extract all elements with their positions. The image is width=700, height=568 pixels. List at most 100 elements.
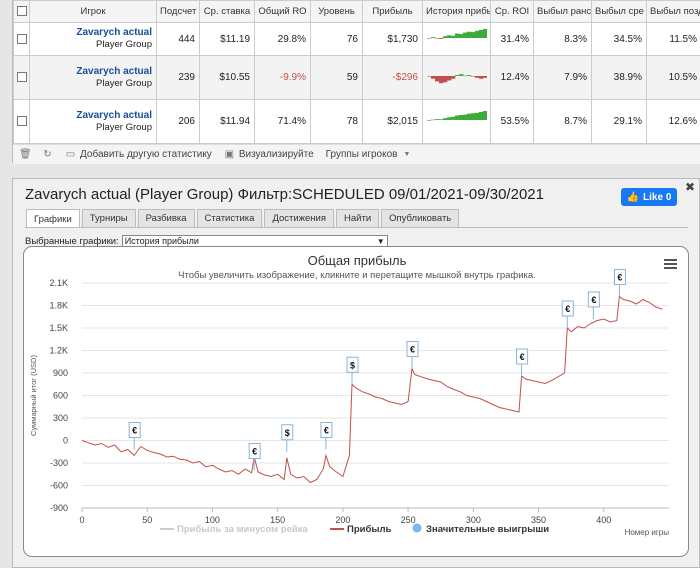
- table-row[interactable]: Zavarych actual Player Group 444 $11.19 2…: [13, 22, 700, 56]
- avg-roi-cell: 53.5%: [490, 99, 534, 144]
- row-checkbox[interactable]: [13, 22, 30, 56]
- late-out-cell: 12.6%: [646, 99, 700, 144]
- big-win-flag[interactable]: $: [281, 424, 294, 452]
- big-win-symbol: $: [350, 360, 355, 370]
- menu-icon[interactable]: [664, 259, 677, 269]
- player-cell[interactable]: Zavarych actual Player Group: [29, 99, 157, 144]
- x-tick-label: 250: [401, 515, 416, 525]
- big-win-flag[interactable]: €: [128, 422, 141, 450]
- big-win-flag[interactable]: €: [406, 341, 419, 369]
- sparkline-bar: [443, 118, 448, 120]
- mid-out-cell: 38.9%: [591, 55, 647, 100]
- player-cell[interactable]: Zavarych actual Player Group: [29, 55, 157, 100]
- tab-charts[interactable]: Графики: [26, 209, 80, 228]
- sparkline-bar: [463, 75, 468, 77]
- chart-container[interactable]: Общая прибыль Чтобы увеличить изображение…: [23, 246, 689, 557]
- avg-roi-cell: 12.4%: [490, 55, 534, 100]
- sparkline-bar: [467, 75, 472, 76]
- y-tick-label: 600: [53, 391, 68, 401]
- tab-find[interactable]: Найти: [336, 209, 380, 227]
- column-header[interactable]: Прибыль: [362, 0, 423, 23]
- tab-achievements[interactable]: Достижения: [264, 209, 335, 227]
- big-win-flag[interactable]: €: [561, 300, 574, 328]
- count-cell: 206: [156, 99, 200, 144]
- chevron-down-icon: ▼: [403, 151, 411, 158]
- legend-item-rake[interactable]: Прибыль за минусом рейка: [160, 524, 308, 535]
- checkbox-icon[interactable]: [16, 33, 27, 44]
- column-header[interactable]: Ср. ROI: [490, 0, 534, 23]
- player-cell[interactable]: Zavarych actual Player Group: [29, 22, 157, 56]
- player-name-link[interactable]: Zavarych actual: [76, 27, 152, 38]
- tab-tournaments[interactable]: Турниры: [81, 209, 136, 227]
- sparkline-bar: [439, 119, 444, 120]
- big-win-flag[interactable]: €: [320, 422, 333, 450]
- sparkline-bar: [443, 35, 448, 38]
- checkbox-icon[interactable]: [16, 116, 27, 127]
- player-group-label: Player Group: [96, 121, 152, 133]
- big-win-symbol: €: [252, 447, 257, 457]
- chart-title: Общая прибыль: [308, 253, 407, 268]
- column-header[interactable]: Выбыл позд: [646, 0, 700, 23]
- column-header[interactable]: Выбыл сре: [591, 0, 647, 23]
- row-checkbox[interactable]: [13, 55, 30, 100]
- column-header[interactable]: Выбыл ранс: [533, 0, 592, 23]
- column-header[interactable]: Ср. ставка: [199, 0, 255, 23]
- facebook-like-button[interactable]: 👍 Like 0: [621, 188, 677, 206]
- big-win-box: [281, 424, 294, 441]
- profit-history-cell[interactable]: [422, 55, 491, 100]
- sparkline-bar: [459, 74, 464, 76]
- row-checkbox[interactable]: [13, 99, 30, 144]
- big-win-flag[interactable]: €: [613, 269, 626, 297]
- table-row[interactable]: Zavarych actual Player Group 206 $11.94 7…: [13, 99, 700, 144]
- legend-item-profit[interactable]: Прибыль: [330, 524, 391, 535]
- column-header[interactable]: Уровень: [310, 0, 363, 23]
- big-win-flag[interactable]: $: [346, 356, 359, 385]
- player-name-link[interactable]: Zavarych actual: [76, 65, 152, 77]
- close-icon[interactable]: ✖: [684, 180, 695, 194]
- sparkline-bar: [479, 29, 484, 38]
- tab-statistics[interactable]: Статистика: [196, 209, 263, 227]
- big-win-flag[interactable]: €: [516, 348, 529, 376]
- profit-history-cell[interactable]: [422, 99, 491, 144]
- avg-roi-cell: 31.4%: [490, 22, 534, 56]
- level-cell: 59: [310, 55, 363, 100]
- checkbox-icon[interactable]: [16, 6, 27, 17]
- menu-icon-bar: [664, 263, 677, 265]
- tab-publish[interactable]: Опубликовать: [381, 209, 460, 227]
- profit-chart[interactable]: Общая прибыль Чтобы увеличить изображение…: [24, 247, 690, 558]
- tab-breakdown[interactable]: Разбивка: [137, 209, 195, 227]
- column-header[interactable]: Подсчет: [156, 0, 200, 23]
- big-win-box: [346, 356, 359, 373]
- x-axis-label: Номер игры: [625, 528, 670, 537]
- add-stat-button[interactable]: ▭ Добавить другую статистику: [65, 149, 212, 160]
- profit-history-cell[interactable]: [422, 22, 491, 56]
- big-win-symbol: €: [565, 304, 570, 314]
- big-win-flag[interactable]: €: [587, 291, 600, 319]
- profit-sparkline[interactable]: [427, 65, 488, 87]
- big-win-box: [561, 300, 574, 317]
- profit-sparkline[interactable]: [427, 27, 488, 49]
- like-label: Like 0: [643, 191, 672, 203]
- avg-bet-cell: $11.19: [199, 22, 255, 56]
- checkbox-icon[interactable]: [16, 72, 27, 83]
- select-all-checkbox[interactable]: [13, 0, 30, 23]
- legend-item-big-wins[interactable]: Значительные выигрыши: [412, 523, 550, 536]
- big-win-symbol: €: [324, 426, 329, 436]
- refresh-icon[interactable]: ↻: [43, 149, 52, 160]
- sparkline-bar: [455, 115, 460, 120]
- column-header[interactable]: Общий RO: [254, 0, 311, 23]
- late-out-cell: 11.5%: [646, 22, 700, 56]
- profit-sparkline[interactable]: [427, 109, 488, 131]
- big-win-flag[interactable]: €: [248, 443, 261, 471]
- player-name-link[interactable]: Zavarych actual: [76, 109, 152, 121]
- y-tick-label: -900: [50, 503, 68, 513]
- y-tick-label: 0: [63, 436, 68, 446]
- visualize-button[interactable]: ▣ Визуализируйте: [224, 149, 314, 160]
- profit-cell: $1,730: [362, 22, 423, 56]
- player-groups-dropdown[interactable]: Группы игроков ▼: [326, 149, 413, 160]
- trash-icon[interactable]: 🗑: [19, 149, 32, 160]
- table-row[interactable]: Zavarych actual Player Group 239 $10.55 -…: [13, 55, 700, 100]
- sparkline-bar: [443, 76, 448, 83]
- column-header[interactable]: Игрок: [29, 0, 157, 23]
- column-header[interactable]: История прибы: [422, 0, 491, 23]
